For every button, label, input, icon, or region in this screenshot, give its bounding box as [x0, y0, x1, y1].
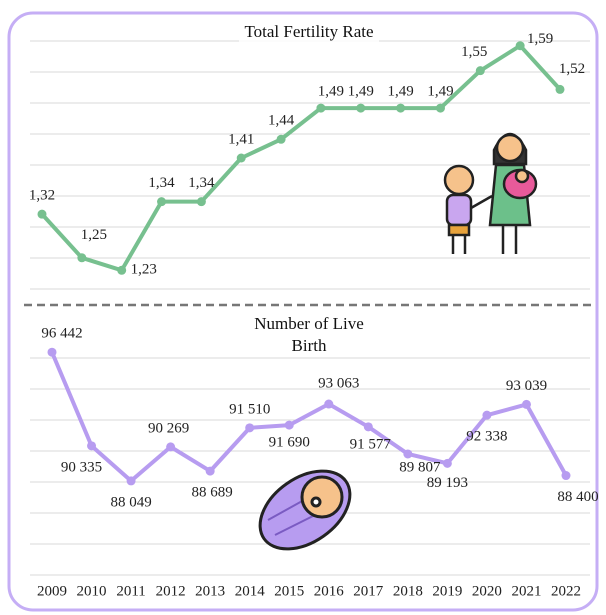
- data-point: [515, 41, 525, 51]
- data-label: 91 690: [269, 435, 310, 451]
- data-point: [47, 347, 57, 357]
- data-point: [276, 134, 286, 144]
- data-point: [396, 103, 406, 113]
- family-icon: [443, 132, 538, 254]
- data-label: 90 335: [61, 459, 102, 475]
- data-label: 1,49: [387, 84, 413, 100]
- x-tick-label: 2022: [551, 583, 581, 599]
- data-point: [166, 442, 176, 452]
- ruled-lines: [30, 40, 590, 576]
- data-label: 1,49: [318, 84, 344, 100]
- data-label: 92 338: [466, 429, 507, 445]
- data-point: [87, 441, 97, 451]
- data-label: 88 689: [192, 485, 233, 501]
- x-tick-label: 2020: [472, 583, 502, 599]
- data-point: [205, 466, 215, 476]
- x-tick-label: 2021: [511, 583, 541, 599]
- data-point: [561, 471, 571, 481]
- data-label: 89 193: [427, 475, 468, 491]
- x-tick-label: 2012: [156, 583, 186, 599]
- line-series: [50, 351, 568, 483]
- data-point: [316, 103, 326, 113]
- data-label: 88 049: [110, 494, 151, 510]
- x-tick-label: 2016: [314, 583, 345, 599]
- x-tick-label: 2017: [353, 583, 384, 599]
- data-point: [363, 422, 373, 432]
- data-label: 1,34: [188, 175, 215, 191]
- data-point: [126, 476, 136, 486]
- data-label: 96 442: [41, 326, 82, 342]
- data-label: 91 577: [350, 436, 392, 452]
- data-label: 1,55: [461, 44, 487, 60]
- line-series: [40, 43, 562, 273]
- data-point: [324, 399, 334, 409]
- x-tick-label: 2019: [432, 583, 462, 599]
- frame: [7, 11, 599, 612]
- data-point: [236, 153, 246, 163]
- data-point: [37, 209, 47, 219]
- data-point: [245, 423, 255, 433]
- data-point: [435, 103, 445, 113]
- data-point: [117, 265, 127, 275]
- data-label: 89 807: [399, 459, 441, 475]
- x-tick-label: 2013: [195, 583, 225, 599]
- data-label: 93 039: [506, 378, 547, 394]
- x-tick-label: 2009: [37, 583, 67, 599]
- data-point: [403, 449, 413, 459]
- x-tick-label: 2010: [77, 583, 107, 599]
- x-tick-label: 2014: [235, 583, 266, 599]
- data-label: 90 269: [148, 420, 189, 436]
- data-point: [284, 420, 294, 430]
- data-label: 1,52: [559, 61, 585, 77]
- data-label: 88 400: [557, 489, 598, 505]
- data-point: [521, 399, 531, 409]
- data-point: [475, 66, 485, 76]
- data-label: 1,25: [81, 227, 107, 243]
- baby-icon: [258, 469, 352, 551]
- data-point: [196, 197, 206, 207]
- data-label: 91 510: [229, 401, 270, 417]
- data-label: 1,44: [268, 113, 295, 129]
- data-point: [77, 253, 87, 263]
- data-label: 1,49: [427, 84, 453, 100]
- x-tick-label: 2018: [393, 583, 423, 599]
- data-point: [356, 103, 366, 113]
- data-label: 1,34: [148, 175, 175, 191]
- data-label: 1,41: [228, 131, 254, 147]
- data-label: 1,23: [131, 262, 157, 278]
- data-label: 1,59: [527, 31, 553, 47]
- chart-title: Number of Live Birth: [239, 313, 379, 357]
- data-point: [555, 84, 565, 94]
- data-label: 1,32: [29, 188, 55, 204]
- data-label: 93 063: [318, 375, 359, 391]
- data-point: [482, 410, 492, 420]
- chart-title: Total Fertility Rate: [239, 21, 379, 43]
- data-point: [157, 197, 167, 207]
- x-tick-label: 2015: [274, 583, 304, 599]
- data-label: 1,49: [348, 84, 374, 100]
- x-tick-label: 2011: [116, 583, 145, 599]
- data-point: [442, 458, 452, 468]
